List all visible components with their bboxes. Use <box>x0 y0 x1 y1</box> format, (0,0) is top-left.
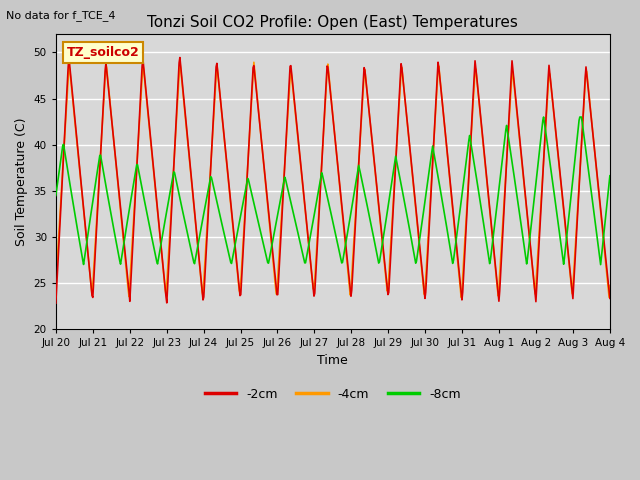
-4cm <box>62 115 70 120</box>
-2cm <box>417 257 425 263</box>
-4cm <box>175 72 183 78</box>
-8cm <box>52 192 60 198</box>
Text: No data for f_TCE_4: No data for f_TCE_4 <box>6 10 116 21</box>
Text: TZ_soilco2: TZ_soilco2 <box>67 46 140 59</box>
Line: -4cm: -4cm <box>56 62 610 298</box>
Legend: -2cm, -4cm, -8cm: -2cm, -4cm, -8cm <box>200 383 466 406</box>
-4cm <box>605 295 613 300</box>
-2cm <box>62 108 70 114</box>
-4cm <box>606 283 614 288</box>
X-axis label: Time: Time <box>317 354 348 367</box>
-8cm <box>205 186 212 192</box>
-4cm <box>119 232 127 238</box>
Line: -8cm: -8cm <box>56 117 610 264</box>
Title: Tonzi Soil CO2 Profile: Open (East) Temperatures: Tonzi Soil CO2 Profile: Open (East) Temp… <box>147 15 518 30</box>
-2cm <box>606 296 614 301</box>
-8cm <box>417 232 424 238</box>
-2cm <box>52 300 60 306</box>
-2cm <box>65 55 73 60</box>
-8cm <box>596 262 604 267</box>
-4cm <box>52 280 60 286</box>
-8cm <box>540 114 547 120</box>
-8cm <box>175 192 183 197</box>
-2cm <box>205 193 213 199</box>
Y-axis label: Soil Temperature (C): Soil Temperature (C) <box>15 118 28 246</box>
Line: -2cm: -2cm <box>56 58 610 303</box>
-8cm <box>606 173 614 179</box>
-8cm <box>400 197 408 203</box>
-4cm <box>205 189 213 194</box>
-2cm <box>120 236 127 241</box>
-8cm <box>119 247 127 252</box>
-4cm <box>417 260 425 266</box>
-4cm <box>176 59 184 65</box>
-4cm <box>401 96 409 102</box>
-8cm <box>62 156 70 162</box>
-2cm <box>401 96 409 101</box>
-2cm <box>176 55 184 60</box>
